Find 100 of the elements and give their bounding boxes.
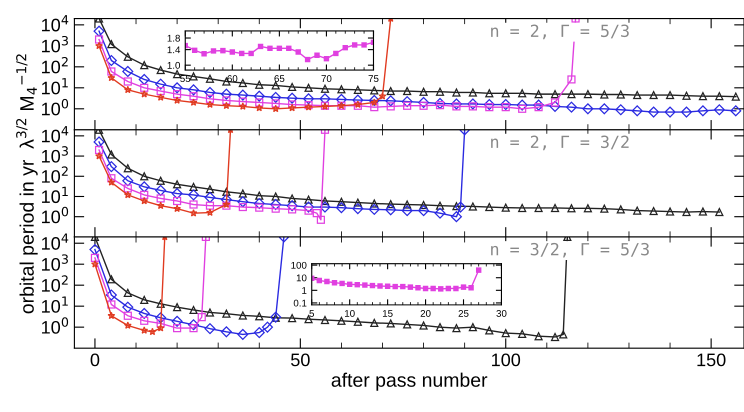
point xyxy=(408,284,414,290)
x-tick-label: 65 xyxy=(274,75,284,82)
point xyxy=(337,85,346,94)
point xyxy=(666,90,674,100)
point xyxy=(400,284,406,290)
point xyxy=(288,194,296,203)
point xyxy=(206,208,214,216)
point xyxy=(140,84,148,92)
point xyxy=(715,92,724,100)
point xyxy=(368,204,380,215)
point xyxy=(418,96,430,108)
point xyxy=(304,315,313,324)
point xyxy=(664,106,676,118)
point xyxy=(342,44,348,50)
point xyxy=(107,150,116,159)
point xyxy=(600,204,608,213)
point xyxy=(173,90,182,98)
point xyxy=(204,86,216,98)
point xyxy=(430,286,436,292)
y-tick-label: 10$^{1}$ xyxy=(42,78,68,94)
point xyxy=(598,103,610,114)
point xyxy=(155,78,166,90)
y-tick-label: 10$^{2}$ xyxy=(42,166,68,183)
point xyxy=(94,26,105,37)
point xyxy=(550,90,560,98)
y-tick-label: 10$^{0}$ xyxy=(42,317,68,334)
point xyxy=(107,312,116,320)
point xyxy=(534,204,543,212)
y-tick-label: 10 xyxy=(296,274,306,282)
x-tick-label: 50 xyxy=(291,353,310,366)
point xyxy=(124,190,132,198)
point xyxy=(238,202,247,212)
point xyxy=(534,332,543,340)
x-tick-label: 10 xyxy=(345,310,355,317)
point xyxy=(124,312,132,320)
y-tick-label: 10$^{0}$ xyxy=(42,98,68,116)
point xyxy=(140,296,148,304)
point xyxy=(90,254,100,262)
point xyxy=(600,90,608,99)
point xyxy=(124,86,132,94)
annotation: n = 3/2, Γ = 5/3 xyxy=(491,242,649,258)
point xyxy=(107,74,116,82)
point xyxy=(370,318,378,327)
x-tick-label: 30 xyxy=(496,310,506,317)
point xyxy=(361,42,367,48)
point xyxy=(352,42,358,48)
point xyxy=(415,285,421,290)
point xyxy=(189,92,198,100)
point xyxy=(156,324,165,332)
point xyxy=(385,95,396,106)
point xyxy=(89,244,100,256)
point xyxy=(124,164,132,172)
point xyxy=(403,86,412,96)
point xyxy=(319,93,331,104)
point xyxy=(106,54,117,66)
y-axis-title: orbital period in yr λ$^{3/2}$ M$_{4}$$^{−1/2}$ xyxy=(16,54,38,314)
point xyxy=(140,196,148,204)
point xyxy=(436,101,444,110)
point xyxy=(419,88,428,96)
point xyxy=(255,104,264,112)
point xyxy=(419,102,428,110)
point xyxy=(270,198,282,210)
point xyxy=(304,196,313,204)
point xyxy=(239,50,244,56)
point xyxy=(534,90,543,98)
point xyxy=(386,102,395,110)
point xyxy=(286,46,292,52)
y-tick-label: 10$^{2}$ xyxy=(42,275,68,292)
point xyxy=(222,96,230,105)
point xyxy=(582,103,594,114)
point xyxy=(140,316,148,325)
point xyxy=(148,328,156,336)
point xyxy=(254,327,265,338)
point xyxy=(156,93,165,101)
point xyxy=(468,323,477,332)
point xyxy=(616,90,625,99)
point xyxy=(377,283,383,289)
point xyxy=(567,204,576,212)
point xyxy=(254,90,265,102)
point xyxy=(272,81,280,90)
y-tick-label: 10$^{3}$ xyxy=(42,254,68,271)
point xyxy=(272,192,280,201)
point xyxy=(385,204,396,216)
point xyxy=(106,161,117,172)
point xyxy=(94,136,105,148)
point xyxy=(319,202,331,213)
point xyxy=(324,278,330,284)
x-tick-label: 75 xyxy=(368,75,378,82)
point xyxy=(206,202,214,210)
point xyxy=(485,103,494,112)
point xyxy=(332,280,338,286)
point xyxy=(270,92,282,103)
point xyxy=(204,192,216,203)
point xyxy=(173,180,182,188)
point xyxy=(156,194,165,203)
point xyxy=(680,106,692,118)
point xyxy=(94,146,104,154)
point xyxy=(468,88,477,97)
point xyxy=(468,202,477,211)
point xyxy=(230,49,236,55)
